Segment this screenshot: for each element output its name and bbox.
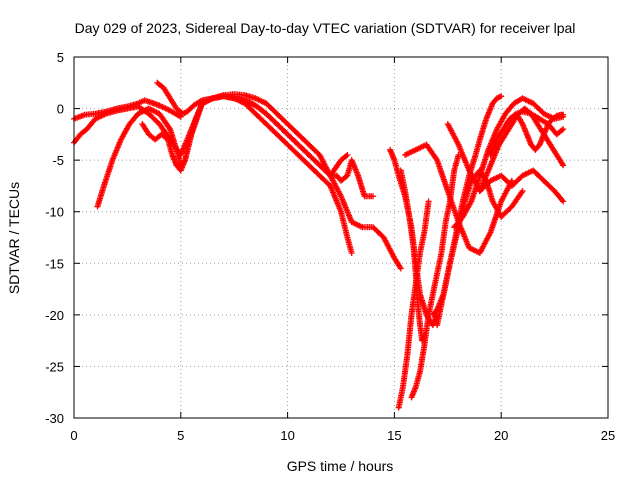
x-tick-label: 5 [177,428,184,443]
data-point [560,126,567,133]
series-arc-6 [316,157,377,200]
y-tick-label: -20 [45,308,64,323]
data-point [498,93,505,100]
series-arc-15 [451,95,567,231]
data-point [519,188,526,195]
x-axis-label: GPS time / hours [287,458,394,474]
x-tick-label: 15 [387,428,401,443]
y-axis-label: SDTVAR / TECUs [6,182,22,294]
data-point [348,249,355,256]
y-tick-label: -15 [45,256,64,271]
data-point [425,198,432,205]
y-tick-label: 0 [57,102,64,117]
series-arc-3 [71,91,404,272]
series-arc-9 [395,198,432,411]
plot-frame [73,56,609,419]
y-tick-label: -25 [45,359,64,374]
x-tick-label: 0 [70,428,77,443]
data-point [558,127,565,134]
y-tick-label: -30 [45,411,64,426]
y-tick-label: 5 [57,50,64,65]
x-tick-label: 10 [280,428,294,443]
data-point [560,198,567,205]
data-series [71,79,567,411]
series-arc-17 [487,108,567,158]
y-tick-label: -5 [52,153,64,168]
series-arc-18 [515,111,567,153]
chart-title: Day 029 of 2023, Sidereal Day-to-day VTE… [75,20,576,36]
axis-ticks: 0 5 10 15 20 25 -30 -25 -20 -15 -10 -5 0 5 [45,50,615,443]
data-point [560,162,567,169]
data-point [560,111,567,118]
series-arc-4 [139,93,355,256]
x-tick-label: 20 [494,428,508,443]
data-point [343,153,350,160]
data-point [397,265,404,272]
series-arc-11 [402,141,515,256]
data-point [370,193,377,200]
data-point [177,113,184,120]
data-point [344,151,351,158]
y-tick-label: -10 [45,205,64,220]
x-tick-label: 25 [601,428,615,443]
data-point [559,197,566,204]
data-point [326,171,333,178]
